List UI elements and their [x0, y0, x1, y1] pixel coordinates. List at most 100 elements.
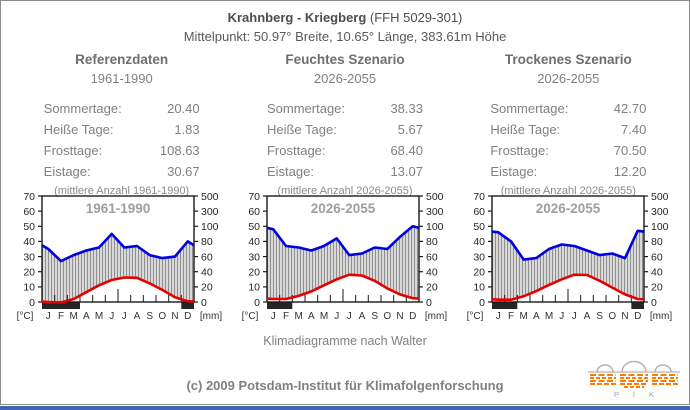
- svg-text:70: 70: [248, 191, 260, 203]
- pik-logo-buildings-icon: [590, 373, 678, 389]
- stat-row-heisse-tage: Heiße Tage: 5.67: [267, 119, 423, 140]
- svg-text:300: 300: [651, 206, 669, 218]
- svg-text:[mm]: [mm]: [425, 311, 447, 322]
- svg-text:O: O: [158, 311, 166, 322]
- svg-text:J: J: [572, 311, 577, 322]
- svg-text:M: M: [320, 311, 328, 322]
- panel-period: 1961-1990: [90, 71, 153, 86]
- stat-row-frosttage: Frosttage: 68.40: [267, 140, 423, 161]
- stat-label: Heiße Tage:: [266, 122, 337, 137]
- stat-row-frosttage: Frosttage: 70.50: [490, 140, 646, 161]
- panel-trockenes-szenario: Trockenes Szenario 2026-2055 Sommertage:…: [457, 52, 680, 197]
- svg-text:[mm]: [mm]: [200, 311, 222, 322]
- panel-footnote: (mittlere Anzahl 2026-2055): [500, 185, 636, 197]
- svg-text:0: 0: [426, 297, 432, 309]
- climate-diagrams-row: 70 500 60 300 50 100 40 80 30 60 20 40 10 20 0 0 1961-19…: [8, 186, 682, 326]
- stat-label: Heiße Tage:: [490, 122, 561, 137]
- copyright-text: (c) 2009 Potsdam-Institut für Klimafolge…: [186, 378, 504, 393]
- svg-text:60: 60: [473, 206, 485, 218]
- stat-row-heisse-tage: Heiße Tage: 7.40: [490, 119, 646, 140]
- svg-text:N: N: [621, 311, 628, 322]
- svg-text:F: F: [508, 311, 514, 322]
- stat-value: 30.67: [167, 164, 200, 179]
- svg-text:F: F: [58, 311, 64, 322]
- svg-text:[°C]: [°C]: [467, 311, 484, 322]
- stats-list: Sommertage: 38.33 Heiße Tage: 5.67 Frostta…: [267, 98, 423, 182]
- pik-logo: P I K: [588, 360, 680, 398]
- stat-value: 70.50: [613, 143, 647, 158]
- svg-text:0: 0: [479, 297, 485, 309]
- svg-text:M: M: [520, 311, 528, 322]
- svg-text:10: 10: [473, 282, 485, 294]
- walter-diagram-trockenes-szenario: 70 500 60 300 50 100 40 80 30 60 20 40 10 20 0 0 2026-20…: [458, 186, 682, 326]
- svg-text:2026-2055: 2026-2055: [536, 201, 601, 216]
- svg-text:[mm]: [mm]: [650, 311, 672, 322]
- stat-value: 7.40: [621, 122, 647, 137]
- site-name: Krahnberg - Kriegberg: [227, 10, 367, 25]
- svg-text:M: M: [545, 311, 553, 322]
- svg-text:0: 0: [651, 297, 657, 309]
- stat-value: 5.67: [397, 122, 423, 137]
- svg-text:50: 50: [248, 221, 260, 233]
- svg-text:40: 40: [248, 236, 260, 248]
- svg-text:0: 0: [29, 297, 35, 309]
- stat-row-sommertage: Sommertage: 42.70: [490, 98, 646, 119]
- panel-feuchtes-szenario: Feuchtes Szenario 2026-2055 Sommertage: 3…: [233, 52, 456, 197]
- svg-text:10: 10: [23, 282, 35, 294]
- stats-list: Sommertage: 42.70 Heiße Tage: 7.40 Frostta…: [490, 98, 646, 182]
- svg-text:60: 60: [201, 251, 213, 263]
- svg-text:2026-2055: 2026-2055: [311, 201, 376, 216]
- svg-text:40: 40: [201, 267, 213, 279]
- svg-text:D: D: [184, 311, 191, 322]
- svg-text:S: S: [596, 311, 603, 322]
- panel-footnote: (mittlere Anzahl 2026-2055): [277, 185, 413, 197]
- stat-value: 13.07: [390, 164, 423, 179]
- pik-logo-domes-icon: [588, 360, 680, 373]
- svg-text:20: 20: [23, 267, 35, 279]
- svg-text:D: D: [409, 311, 416, 322]
- stat-row-eistage: Eistage: 13.07: [267, 161, 423, 182]
- stat-value: 20.40: [167, 101, 200, 116]
- stat-row-heisse-tage: Heiße Tage: 1.83: [44, 119, 200, 140]
- svg-text:0: 0: [254, 297, 260, 309]
- svg-text:J: J: [109, 311, 114, 322]
- svg-text:J: J: [347, 311, 352, 322]
- svg-text:300: 300: [426, 206, 444, 218]
- stat-value: 68.40: [390, 143, 423, 158]
- svg-text:70: 70: [473, 191, 485, 203]
- svg-text:500: 500: [426, 191, 444, 203]
- svg-text:M: M: [70, 311, 78, 322]
- svg-text:10: 10: [248, 282, 260, 294]
- svg-text:50: 50: [23, 221, 35, 233]
- svg-text:20: 20: [426, 282, 438, 294]
- stat-value: 1.83: [174, 122, 200, 137]
- svg-text:A: A: [83, 311, 90, 322]
- walter-diagram-feuchtes-szenario: 70 500 60 300 50 100 40 80 30 60 20 40 10 20 0 0 2026-20…: [233, 186, 457, 326]
- svg-text:60: 60: [23, 206, 35, 218]
- site-code: (FFH 5029-301): [366, 10, 463, 25]
- walter-diagram-reference: 70 500 60 300 50 100 40 80 30 60 20 40 10 20 0 0 1961-19…: [8, 186, 232, 326]
- stat-label: Frosttage:: [490, 143, 549, 158]
- svg-text:A: A: [308, 311, 315, 322]
- svg-text:A: A: [359, 311, 366, 322]
- svg-text:40: 40: [651, 267, 663, 279]
- svg-text:1961-1990: 1961-1990: [86, 201, 151, 216]
- svg-text:60: 60: [248, 206, 260, 218]
- stat-label: Frosttage:: [266, 143, 326, 158]
- panel-heading: Trockenes Szenario: [504, 52, 632, 67]
- stat-value: 38.33: [390, 101, 423, 116]
- svg-text:J: J: [559, 311, 564, 322]
- svg-text:F: F: [283, 311, 289, 322]
- bottom-blue-bar: [0, 406, 690, 410]
- svg-text:30: 30: [473, 251, 485, 263]
- svg-text:J: J: [122, 311, 127, 322]
- svg-text:40: 40: [23, 236, 35, 248]
- svg-text:30: 30: [23, 251, 35, 263]
- svg-text:500: 500: [201, 191, 219, 203]
- stat-value: 42.70: [613, 101, 647, 116]
- svg-text:J: J: [271, 311, 276, 322]
- panel-period: 2026-2055: [537, 71, 600, 86]
- svg-text:60: 60: [651, 251, 663, 263]
- svg-text:20: 20: [248, 267, 260, 279]
- svg-text:O: O: [383, 311, 391, 322]
